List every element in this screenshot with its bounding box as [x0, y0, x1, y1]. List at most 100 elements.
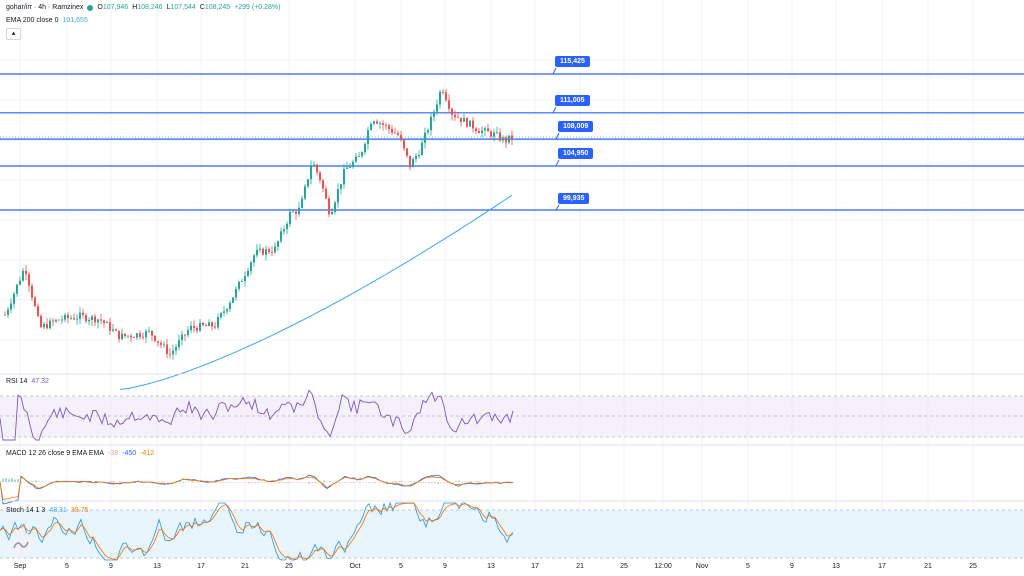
- macd-histogram-bar: [437, 482, 439, 484]
- level-tag-5[interactable]: 99,935: [558, 193, 590, 204]
- macd-histogram-bar: [314, 482, 316, 483]
- candle-body: [157, 341, 159, 343]
- candle-body: [223, 311, 225, 313]
- macd-histogram-bar: [296, 482, 298, 483]
- candles: [4, 89, 513, 360]
- stoch-legend[interactable]: Stoch 14 1 3 48.31 39.75: [6, 507, 88, 514]
- level-tag-4[interactable]: 104,950: [558, 148, 594, 159]
- macd-histogram-bar: [161, 481, 163, 482]
- macd-histogram-bar: [188, 481, 190, 482]
- candle-body: [118, 330, 120, 340]
- stoch-k-value: 48.31: [49, 507, 67, 514]
- chevron-up-icon[interactable]: ▴: [6, 28, 21, 40]
- candle-body: [484, 128, 486, 131]
- candle-body: [85, 314, 87, 322]
- macd-histogram-bar: [365, 482, 367, 483]
- candle-body: [244, 276, 246, 282]
- symbol-title[interactable]: gohar/irr · 4h · Ramzinex: [6, 4, 84, 11]
- candle-body: [325, 188, 327, 199]
- rsi-label: RSI 14: [6, 378, 28, 385]
- candle-body: [208, 322, 210, 327]
- macd-histogram-bar: [404, 481, 406, 483]
- candle-body: [121, 333, 123, 340]
- macd-histogram-bar: [440, 482, 442, 483]
- macd-histogram-bar: [443, 482, 445, 483]
- candle-body: [499, 132, 501, 141]
- close-label: C: [199, 4, 205, 11]
- candle-body: [349, 167, 351, 168]
- macd-histogram-bar: [368, 482, 370, 483]
- macd-histogram-bar: [239, 482, 241, 483]
- macd-histogram-bar: [290, 482, 292, 483]
- macd-histogram-bar: [422, 482, 424, 483]
- time-axis-label: 5: [746, 563, 750, 570]
- macd-histogram-bar: [74, 482, 76, 483]
- symbol-legend: gohar/irr · 4h · Ramzinex O107,946 H108,…: [6, 4, 280, 11]
- candle-body: [268, 249, 270, 253]
- candle-body: [22, 270, 24, 281]
- ema-legend[interactable]: EMA 200 close 0 101,655: [6, 17, 88, 24]
- macd-histogram-bar: [455, 481, 457, 482]
- candle-body: [184, 334, 186, 336]
- level-tag-3[interactable]: 108,009: [558, 121, 594, 132]
- candle-body: [367, 130, 369, 144]
- macd-histogram-bar: [428, 482, 430, 484]
- macd-histogram-bar: [32, 481, 34, 482]
- candle-body: [406, 148, 408, 156]
- candle-body: [241, 281, 243, 282]
- rsi-legend[interactable]: RSI 14 47.32: [6, 378, 49, 385]
- candle-body: [205, 325, 207, 327]
- candle-body: [67, 314, 69, 319]
- macd-histogram-bar: [128, 481, 130, 483]
- macd-histogram-bar: [380, 482, 382, 483]
- macd-histogram-value: -38: [108, 450, 119, 457]
- candle-body: [502, 137, 504, 141]
- time-axis-label: 25: [969, 563, 977, 570]
- candle-body: [112, 329, 114, 331]
- candle-body: [100, 319, 102, 321]
- level-tag-2[interactable]: 111,005: [555, 95, 590, 106]
- macd-histogram-bar: [113, 481, 115, 482]
- level-connector: [552, 106, 557, 114]
- macd-histogram-bar: [263, 482, 265, 483]
- close-value: 108,245: [204, 4, 231, 11]
- macd-histogram-bar: [209, 482, 211, 483]
- level-tag-1[interactable]: 115,425: [555, 56, 590, 67]
- candle-body: [403, 140, 405, 149]
- macd-histogram-bar: [83, 482, 85, 483]
- grid: [0, 0, 1024, 560]
- candle-body: [283, 229, 285, 232]
- candle-body: [493, 132, 495, 137]
- macd-histogram-bar: [26, 481, 28, 483]
- macd-legend[interactable]: MACD 12 26 close 9 EMA EMA -38 -450 -412: [6, 450, 154, 457]
- candle-body: [124, 333, 126, 337]
- candle-body: [388, 125, 390, 129]
- time-axis-label: 25: [285, 563, 293, 570]
- macd-histogram-bar: [251, 482, 253, 483]
- rsi-value: 47.32: [31, 378, 49, 385]
- macd-histogram-bar: [434, 482, 436, 484]
- macd-histogram-bar: [230, 481, 232, 483]
- candle-body: [265, 249, 267, 255]
- tradingview-logo-icon[interactable]: [8, 532, 34, 558]
- time-axis-label: 9: [790, 563, 794, 570]
- macd-histogram-bar: [485, 481, 487, 483]
- candle-body: [4, 314, 6, 316]
- candle-body: [448, 100, 450, 109]
- candle-body: [61, 319, 63, 321]
- candle-body: [64, 314, 66, 320]
- candle-body: [133, 337, 135, 339]
- macd-histogram-bar: [17, 479, 19, 482]
- candle-body: [337, 189, 339, 203]
- macd-histogram-bar: [482, 481, 484, 483]
- macd-histogram-bar: [164, 481, 166, 482]
- macd-histogram-bar: [155, 481, 157, 483]
- macd-histogram-bar: [413, 481, 415, 482]
- macd-histogram-bar: [458, 480, 460, 482]
- candle-body: [328, 198, 330, 215]
- candle-body: [382, 123, 384, 125]
- time-axis-label: 5: [65, 563, 69, 570]
- candle-body: [139, 333, 141, 337]
- candle-body: [373, 121, 375, 124]
